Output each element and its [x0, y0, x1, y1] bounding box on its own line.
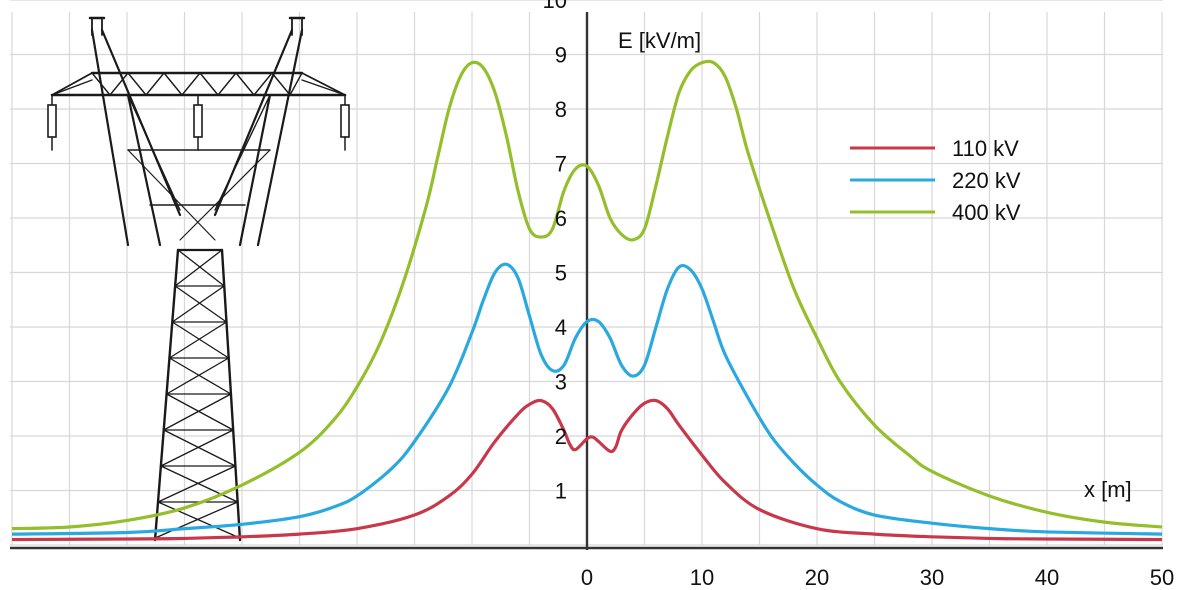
tower-member — [301, 79, 346, 96]
insulator — [340, 104, 350, 138]
tower-member — [253, 72, 273, 96]
tower-member — [235, 72, 255, 96]
tower-member — [109, 72, 129, 96]
tower-member — [163, 72, 183, 96]
y-tick-label: 7 — [555, 152, 567, 177]
tower-member — [51, 72, 93, 96]
legend-label: 400 kV — [952, 200, 1021, 225]
tower-member — [271, 72, 291, 96]
tower-member — [174, 249, 223, 287]
legend-label: 110 kV — [952, 136, 1019, 161]
tower-member — [181, 72, 201, 96]
tower-member — [127, 72, 147, 96]
insulator — [193, 104, 203, 138]
x-tick-label: 20 — [805, 565, 829, 590]
tower-member — [256, 28, 304, 247]
tower-member — [301, 72, 346, 96]
tower-member — [217, 72, 237, 96]
tower-member — [51, 79, 93, 96]
tower-member — [171, 285, 225, 323]
y-tick-label: 5 — [555, 261, 567, 286]
x-tick-label: 40 — [1035, 565, 1059, 590]
tower-member — [154, 501, 239, 539]
y-tick-label: 9 — [555, 43, 567, 68]
tower-member — [165, 357, 230, 395]
tower-member — [160, 429, 234, 467]
tower-member — [157, 465, 237, 503]
tower-member — [127, 149, 216, 241]
tower-member — [160, 465, 239, 503]
y-tick-label: 6 — [555, 206, 567, 231]
x-tick-label: 50 — [1150, 565, 1174, 590]
y-axis-label: E [kV/m] — [618, 28, 701, 53]
tower-member — [289, 72, 303, 96]
tower-member — [163, 429, 237, 467]
tower-member — [238, 93, 272, 247]
tower-member — [126, 93, 162, 247]
y-tick-label: 2 — [555, 424, 567, 449]
series-line-400-kv — [11, 59, 1163, 531]
tower-member — [177, 249, 225, 287]
tower-member — [153, 248, 180, 542]
tower-member — [179, 149, 271, 241]
transmission-tower-illustration — [47, 16, 350, 542]
x-tick-label: 0 — [581, 565, 593, 590]
tower-member — [220, 248, 242, 542]
tower-member — [214, 94, 271, 211]
series-line-220-kv — [11, 262, 1163, 536]
y-tick-label: 4 — [555, 315, 567, 340]
tower-member — [163, 393, 232, 431]
tower-member — [165, 393, 234, 431]
tower-member — [199, 72, 219, 96]
series-line-110-kv — [11, 398, 1163, 542]
legend: 110 kV 220 kV 400 kV — [850, 136, 1021, 225]
tower-member — [157, 501, 241, 539]
insulator — [47, 104, 57, 138]
series-lines — [11, 59, 1163, 542]
y-tick-label: 1 — [555, 479, 567, 504]
tower-member — [174, 285, 228, 323]
tower-member — [171, 321, 230, 359]
y-tick-label: 8 — [555, 97, 567, 122]
tower-member — [90, 28, 130, 247]
tower-member — [145, 72, 165, 96]
tower-member — [168, 357, 232, 395]
tower-member — [91, 72, 111, 96]
tower-member — [168, 321, 228, 359]
x-tick-label: 30 — [920, 565, 944, 590]
tower-member — [127, 94, 181, 211]
legend-label: 220 kV — [952, 168, 1021, 193]
x-tick-label: 10 — [690, 565, 714, 590]
tick-labels: 1 2 3 4 5 6 7 8 9 10 0 10 20 30 40 50 — [543, 0, 1175, 590]
x-axis-label: x [m] — [1084, 477, 1132, 502]
y-tick-label: 3 — [555, 370, 567, 395]
y-tick-label: 10 — [543, 0, 567, 13]
axes — [10, 12, 1163, 550]
